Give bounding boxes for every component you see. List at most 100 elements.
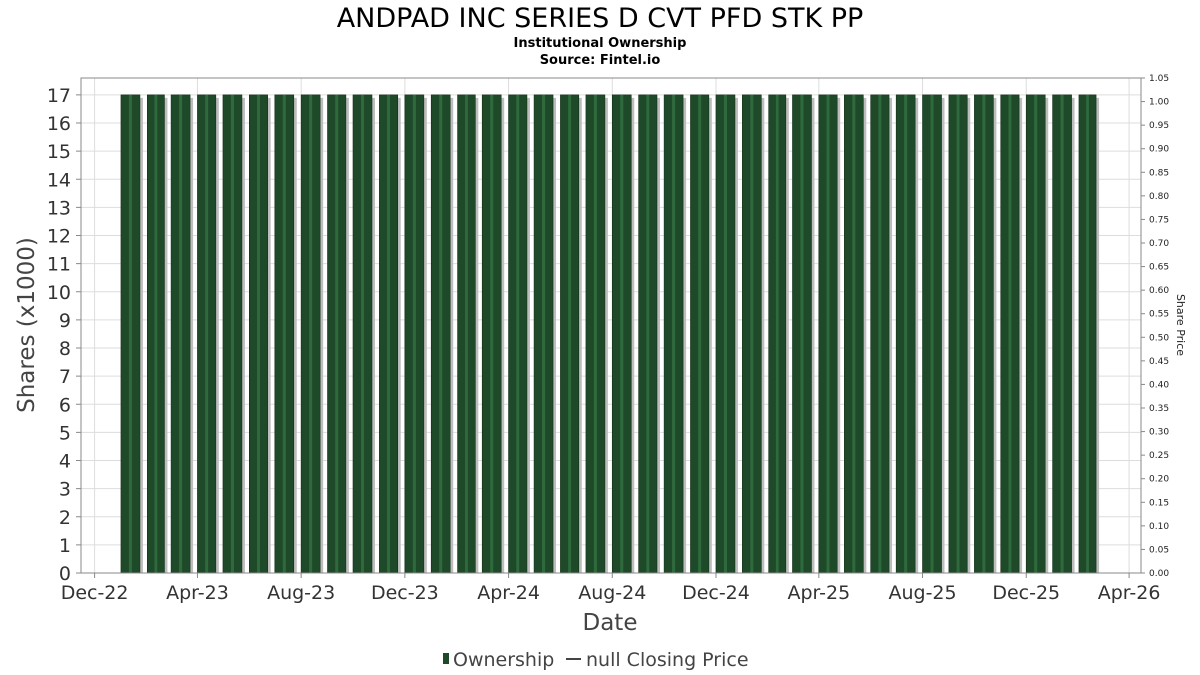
y2-tick-label: 0.55 xyxy=(1149,310,1169,320)
y-tick-label: 14 xyxy=(47,169,71,191)
y2-tick-label: 0.30 xyxy=(1149,428,1169,438)
x-tick-label: Apr-25 xyxy=(787,582,850,604)
ownership-bar xyxy=(742,94,765,574)
bar-highlight xyxy=(800,94,804,573)
x-tick-label: Dec-24 xyxy=(682,582,750,604)
bar-highlight xyxy=(904,94,908,573)
y2-tick-label: 0.65 xyxy=(1149,263,1169,273)
bar-highlight xyxy=(930,94,934,573)
ownership-bar xyxy=(274,94,297,574)
y-tick-label: 9 xyxy=(59,310,71,332)
ownership-bar xyxy=(870,94,893,574)
y-tick-label: 12 xyxy=(47,226,71,248)
ownership-bar xyxy=(585,94,608,574)
ownership-bars xyxy=(120,94,1100,574)
bar-highlight xyxy=(439,94,443,573)
bar-highlight xyxy=(982,94,986,573)
bar-highlight xyxy=(335,94,339,573)
y-tick-label: 15 xyxy=(47,141,71,163)
bar-highlight xyxy=(826,94,830,573)
x-tick-label: Apr-24 xyxy=(477,582,540,604)
ownership-bar xyxy=(197,94,219,574)
legend: Ownership null Closing Price xyxy=(443,649,749,671)
bar-highlight xyxy=(230,94,234,573)
y-tick-label: 5 xyxy=(59,422,71,444)
bar-highlight xyxy=(412,94,416,573)
bar-highlight xyxy=(672,94,676,573)
y-tick-label: 0 xyxy=(59,563,71,585)
y2-tick-label: 0.15 xyxy=(1149,498,1169,508)
y2-tick-label: 0.95 xyxy=(1149,121,1169,131)
ownership-bar xyxy=(404,94,427,574)
ownership-bar xyxy=(663,94,687,574)
x-tick-label: Dec-22 xyxy=(61,582,129,604)
y2-tick-label: 1.00 xyxy=(1149,98,1169,108)
x-tick-label: Aug-25 xyxy=(888,582,956,604)
bar-highlight xyxy=(309,94,313,573)
y2-tick-label: 0.35 xyxy=(1149,404,1169,414)
y-tick-label: 11 xyxy=(47,254,71,276)
y2-tick-label: 0.00 xyxy=(1149,569,1169,579)
bar-highlight xyxy=(257,94,260,573)
chart-subtitle-line-2: Source: Fintel.io xyxy=(540,53,661,68)
ownership-bar xyxy=(1078,94,1100,574)
y2-tick-label: 0.10 xyxy=(1149,522,1169,532)
ownership-bar xyxy=(768,94,789,574)
legend-ownership-marker xyxy=(443,653,449,664)
ownership-bar xyxy=(1000,94,1023,574)
bar-highlight xyxy=(128,94,132,573)
y-tick-label: 6 xyxy=(59,394,71,416)
y2-tick-label: 0.50 xyxy=(1149,333,1169,343)
bar-highlight xyxy=(1060,94,1064,573)
chart-subtitle-line-1: Institutional Ownership xyxy=(514,36,687,51)
ownership-bar xyxy=(974,94,997,574)
bar-highlight xyxy=(490,94,494,573)
y2-tick-label: 0.70 xyxy=(1149,239,1169,249)
ownership-bar xyxy=(611,94,635,574)
bar-highlight xyxy=(646,94,650,573)
y2-axis-ticks: 0.00 0.05 0.10 0.15 0.20 0.25 0.30 0.35 0.40 0.45… xyxy=(1141,74,1169,579)
bar-highlight xyxy=(282,94,286,573)
bar-highlight xyxy=(516,94,520,573)
y-tick-label: 16 xyxy=(47,113,71,135)
ownership-bar xyxy=(430,94,454,574)
y-tick-label: 13 xyxy=(47,197,71,219)
x-tick-label: Dec-23 xyxy=(371,582,439,604)
ownership-bar xyxy=(120,94,143,574)
x-axis-label: Date xyxy=(583,610,638,636)
ownership-bar xyxy=(222,94,245,574)
bar-highlight xyxy=(154,94,158,573)
bar-highlight xyxy=(852,94,856,573)
ownership-bar xyxy=(352,94,375,574)
bar-highlight xyxy=(205,94,209,573)
y-axis-label: Shares (x1000) xyxy=(14,237,40,413)
plot-frame xyxy=(80,77,1142,574)
bar-highlight xyxy=(878,94,882,573)
y2-tick-label: 0.05 xyxy=(1149,545,1169,555)
y2-tick-label: 0.80 xyxy=(1149,192,1169,202)
bar-highlight xyxy=(542,94,546,573)
ownership-bar xyxy=(792,94,815,574)
ownership-bar xyxy=(1052,94,1075,574)
ownership-bar xyxy=(457,94,479,574)
chart-title: ANDPAD INC SERIES D CVT PFD STK PP xyxy=(337,3,864,34)
bar-highlight xyxy=(620,94,624,573)
y2-tick-label: 0.85 xyxy=(1149,168,1169,178)
y2-tick-label: 0.60 xyxy=(1149,286,1169,296)
y-tick-label: 7 xyxy=(59,366,71,388)
y-tick-label: 3 xyxy=(59,479,71,501)
y2-tick-label: 0.40 xyxy=(1149,380,1169,390)
bar-highlight xyxy=(1008,94,1012,573)
bar-highlight xyxy=(775,94,779,573)
y2-tick-label: 0.90 xyxy=(1149,145,1169,155)
x-axis-ticks: Dec-22 Apr-23 Aug-23 Dec-23 Apr-24 Aug-24 Dec-… xyxy=(61,573,1161,604)
ownership-bar xyxy=(715,94,738,574)
bar-highlight xyxy=(593,94,597,573)
legend-ownership-label: Ownership xyxy=(453,649,554,671)
ownership-bar xyxy=(818,94,841,574)
bar-highlight xyxy=(1086,94,1089,573)
x-tick-label: Apr-26 xyxy=(1098,582,1161,604)
x-tick-label: Apr-23 xyxy=(166,582,229,604)
bar-highlight xyxy=(723,94,727,573)
